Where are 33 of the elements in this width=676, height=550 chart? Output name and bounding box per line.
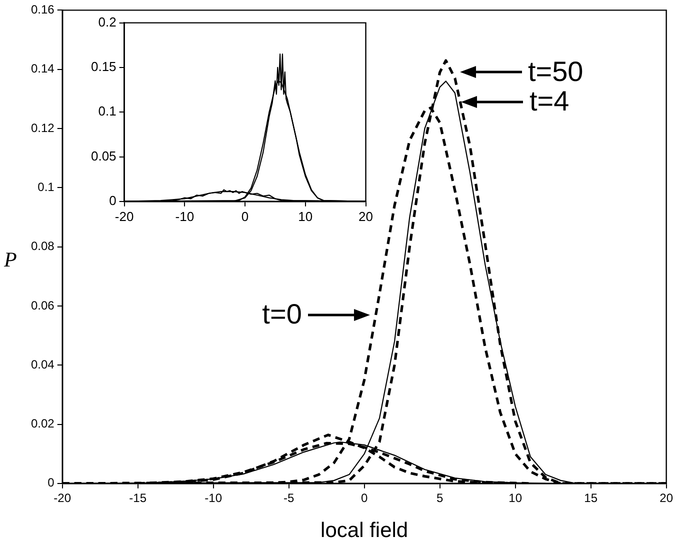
x-axis-title: local field <box>320 519 408 542</box>
annotation: t=50 <box>528 56 584 88</box>
x-tick-label: -5 <box>284 490 295 505</box>
y-tick-label: 0.05 <box>90 148 116 164</box>
x-tick-label: -10 <box>204 490 222 505</box>
y-tick-label: 0.06 <box>30 298 55 312</box>
y-tick-label: 0.12 <box>30 120 55 135</box>
x-tick-label: 10 <box>298 208 313 224</box>
x-tick-label: 15 <box>584 490 598 505</box>
x-tick-label: -10 <box>175 208 194 224</box>
x-tick-label: 5 <box>436 490 444 505</box>
y-tick-label: 0.08 <box>30 239 55 254</box>
y-tick-label: 0.1 <box>98 104 116 119</box>
x-tick-label: 20 <box>358 208 374 224</box>
y-tick-label: 0.04 <box>30 357 55 372</box>
x-tick-label: 10 <box>508 490 522 505</box>
y-tick-label: 0.14 <box>30 62 55 76</box>
annotation: t=4 <box>529 86 570 117</box>
y-tick-label: 0 <box>48 476 55 490</box>
y-axis-title: P <box>3 247 17 272</box>
x-tick-label: -15 <box>129 490 147 505</box>
y-tick-label: 0.1 <box>38 180 55 194</box>
x-tick-label: 20 <box>660 490 674 505</box>
x-tick-label: 0 <box>360 490 368 505</box>
annotation: t=0 <box>262 298 302 330</box>
y-tick-label: 0 <box>109 192 116 208</box>
x-tick-label: -20 <box>54 490 72 505</box>
y-tick-label: 0.2 <box>98 14 116 30</box>
y-tick-label: 0.02 <box>30 416 55 431</box>
x-tick-label: 0 <box>241 208 249 224</box>
y-tick-label: 0.16 <box>30 2 55 17</box>
x-tick-label: -20 <box>114 208 134 224</box>
y-tick-label: 0.15 <box>90 59 116 74</box>
